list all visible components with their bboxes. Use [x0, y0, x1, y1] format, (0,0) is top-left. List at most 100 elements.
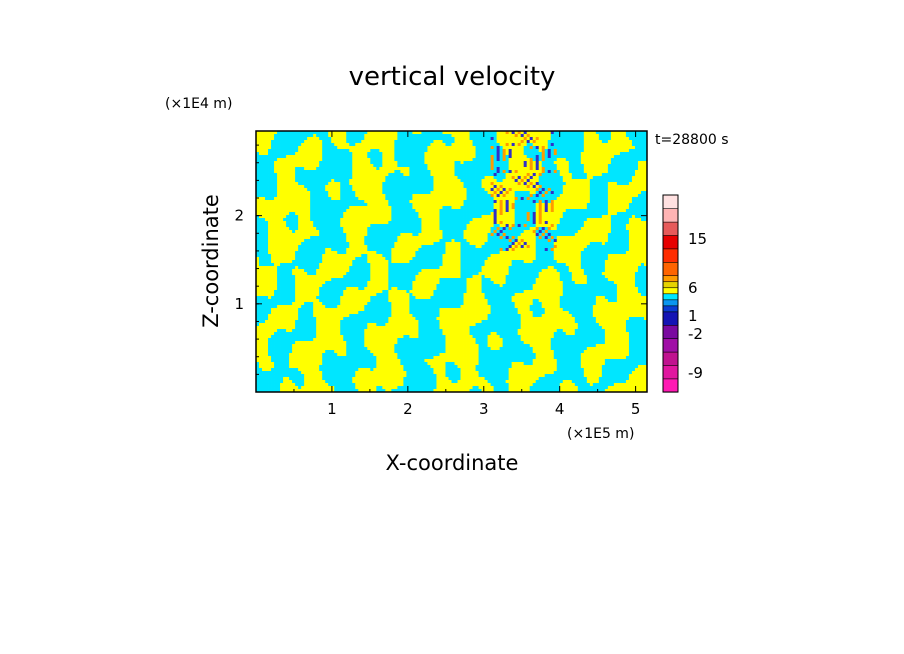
field-cell	[559, 161, 564, 165]
field-cell	[445, 224, 449, 228]
field-cell	[544, 140, 549, 144]
field-cell	[634, 236, 639, 240]
field-cell	[562, 182, 567, 186]
field-cell	[373, 140, 377, 144]
field-cell	[322, 131, 326, 135]
field-cell	[298, 215, 302, 219]
field-cell	[409, 212, 413, 216]
field-cell	[562, 137, 567, 141]
field-cell	[634, 152, 639, 156]
field-cell	[280, 158, 284, 162]
field-cell	[487, 182, 491, 186]
field-cell	[277, 158, 281, 162]
field-cell	[613, 224, 618, 228]
field-cell	[505, 191, 510, 195]
field-cell	[304, 224, 308, 228]
field-cell	[331, 227, 335, 231]
field-cell	[460, 134, 464, 138]
field-cell	[316, 245, 320, 249]
field-cell	[559, 182, 564, 186]
field-cell	[460, 194, 464, 198]
field-cell	[412, 191, 416, 195]
field-cell	[517, 218, 522, 222]
field-cell	[586, 233, 591, 237]
field-cell	[538, 188, 543, 192]
field-cell	[616, 206, 621, 210]
field-cell	[295, 239, 299, 243]
field-cell	[484, 236, 488, 240]
field-cell	[361, 218, 365, 222]
field-cell	[364, 146, 368, 150]
field-cell	[538, 236, 543, 240]
field-cell	[394, 203, 398, 207]
field-cell	[412, 212, 416, 216]
field-cell	[562, 167, 567, 171]
field-cell	[523, 179, 528, 183]
field-cell	[334, 203, 338, 207]
field-cell	[562, 188, 567, 192]
field-cell	[262, 137, 266, 141]
field-cell	[607, 134, 612, 138]
field-cell	[550, 230, 555, 234]
field-cell	[322, 245, 326, 249]
field-cell	[484, 170, 488, 174]
field-cell	[565, 182, 570, 186]
field-cell	[301, 242, 305, 246]
field-cell	[448, 185, 452, 189]
field-cell	[331, 233, 335, 237]
field-cell	[358, 194, 362, 198]
field-cell	[283, 185, 287, 189]
field-cell	[643, 221, 648, 225]
field-cell	[478, 161, 482, 165]
field-cell	[382, 152, 386, 156]
field-cell	[406, 221, 410, 225]
field-cell	[283, 155, 287, 159]
field-cell	[424, 239, 428, 243]
field-cell	[271, 245, 275, 249]
field-cell	[598, 227, 603, 231]
field-cell	[325, 233, 329, 237]
field-cell	[547, 224, 552, 228]
field-cell	[265, 227, 269, 231]
field-cell	[370, 242, 374, 246]
field-cell	[457, 230, 461, 234]
field-cell	[574, 149, 579, 153]
field-cell	[457, 170, 461, 174]
field-cell	[361, 236, 365, 240]
field-cell	[421, 140, 425, 144]
field-cell	[268, 197, 272, 201]
field-cell	[457, 200, 461, 204]
field-cell	[403, 137, 407, 141]
field-cell	[316, 140, 320, 144]
field-cell	[394, 182, 398, 186]
field-cell	[472, 140, 476, 144]
field-cell	[577, 200, 582, 204]
field-cell	[289, 239, 293, 243]
field-cell	[304, 182, 308, 186]
field-cell	[490, 215, 495, 219]
field-cell	[619, 200, 624, 204]
field-cell	[400, 239, 404, 243]
field-cell	[427, 152, 431, 156]
field-cell	[460, 179, 464, 183]
field-cell	[268, 170, 272, 174]
field-cell	[637, 149, 642, 153]
field-cell	[292, 179, 296, 183]
field-cell	[412, 194, 416, 198]
field-cell	[550, 140, 555, 144]
field-cell	[355, 227, 359, 231]
field-cell	[292, 215, 296, 219]
field-cell	[319, 200, 323, 204]
field-cell	[385, 179, 389, 183]
field-cell	[487, 197, 491, 201]
field-cell	[391, 134, 395, 138]
field-cell	[280, 227, 284, 231]
field-cell	[316, 206, 320, 210]
field-cell	[502, 158, 507, 162]
field-cell	[406, 167, 410, 171]
field-cell	[637, 191, 642, 195]
field-cell	[469, 161, 473, 165]
field-cell	[316, 236, 320, 240]
field-cell	[424, 161, 428, 165]
field-cell	[259, 191, 263, 195]
